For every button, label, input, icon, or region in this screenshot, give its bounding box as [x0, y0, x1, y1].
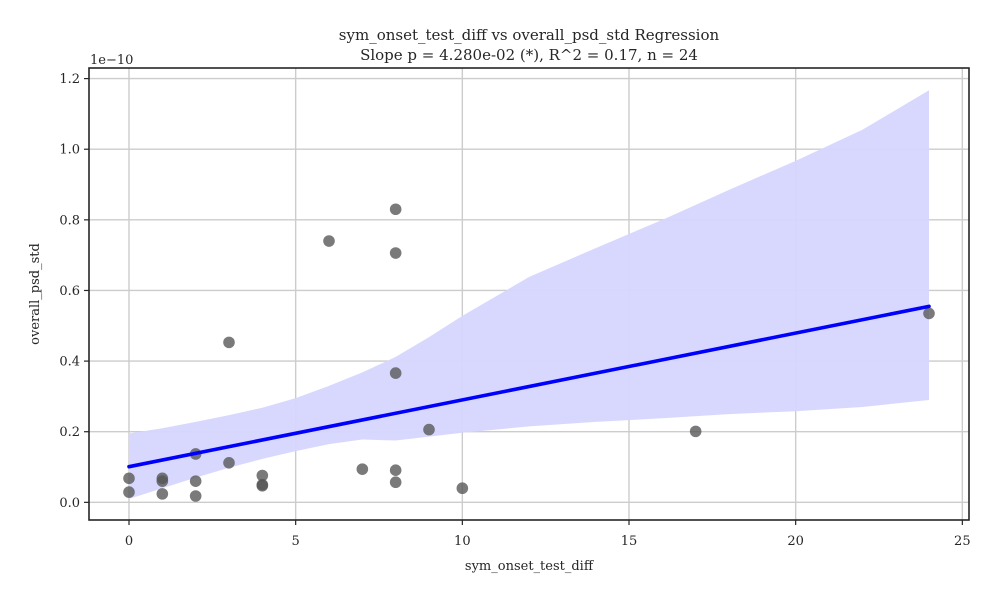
x-tick-label: 10: [454, 534, 471, 549]
y-scale-label: 1e−10: [90, 53, 133, 68]
y-tick-label: 0.0: [59, 496, 80, 511]
scatter-point: [389, 464, 402, 477]
scatter-point: [156, 488, 169, 500]
y-tick-label: 0.2: [59, 425, 80, 440]
y-axis-ticks: 0.0 0.2 0.4 0.6 0.8 1.0 1.2: [59, 72, 89, 511]
x-tick-label: 20: [787, 534, 804, 549]
x-tick-label: 5: [292, 534, 300, 549]
scatter-point: [456, 482, 469, 495]
x-axis-ticks: 0 5 10 15 20 25: [125, 520, 971, 549]
y-tick-label: 0.4: [59, 355, 80, 370]
x-axis-label: sym_onset_test_diff: [465, 559, 595, 574]
plot-frame: [88, 67, 970, 521]
scatter-point: [223, 456, 235, 469]
scatter-point: [123, 486, 135, 498]
x-tick-label: 15: [621, 534, 638, 549]
y-axis-label: overall_psd_std: [28, 243, 43, 345]
scatter-point: [189, 475, 202, 487]
scatter-point: [189, 490, 202, 502]
y-tick-label: 1.0: [59, 143, 80, 158]
scatter-point: [389, 247, 402, 259]
confidence-band-layer: [129, 90, 929, 499]
scatter-points-layer: [123, 203, 935, 502]
scatter-point: [323, 235, 335, 247]
chart-title: sym_onset_test_diff vs overall_psd_std R…: [339, 26, 720, 44]
scatter-point: [156, 475, 169, 487]
scatter-point: [123, 472, 135, 485]
chart-subtitle: Slope p = 4.280e-02 (*), R^2 = 0.17, n =…: [360, 46, 698, 64]
x-tick-label: 0: [125, 534, 133, 549]
scatter-point: [689, 425, 702, 438]
scatter-point: [389, 367, 402, 379]
regression-line: [127, 304, 931, 469]
scatter-point: [256, 479, 269, 492]
y-tick-label: 1.2: [59, 72, 80, 87]
scatter-point: [223, 336, 235, 349]
confidence-band: [129, 90, 929, 499]
scatter-point: [923, 307, 935, 320]
scatter-point: [423, 423, 435, 436]
y-tick-label: 0.8: [59, 213, 80, 228]
scatter-point: [389, 203, 402, 216]
y-tick-label: 0.6: [59, 284, 80, 299]
scatter-point: [256, 469, 269, 482]
scatter-point: [356, 463, 369, 475]
x-tick-label: 25: [954, 534, 971, 549]
regression-line-layer: [127, 304, 931, 469]
scatter-point: [389, 476, 402, 489]
